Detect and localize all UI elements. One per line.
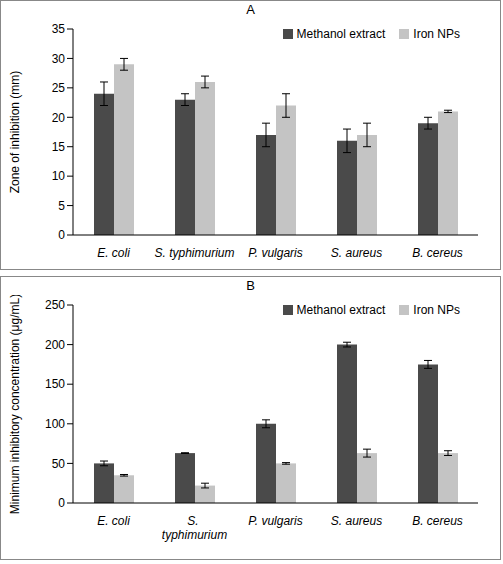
svg-text:30: 30 [52, 52, 66, 66]
svg-text:P. vulgaris: P. vulgaris [248, 514, 302, 528]
html-text:Iron NPs: Iron NPs [413, 303, 460, 317]
svg-text:P. vulgaris: P. vulgaris [248, 246, 302, 260]
svg-text:10: 10 [52, 169, 66, 183]
svg-text:100: 100 [45, 417, 65, 431]
svg-text:S. aureus: S. aureus [331, 246, 382, 260]
svg-text:0: 0 [58, 496, 65, 510]
svg-text:150: 150 [45, 377, 65, 391]
html-text:Methanol extract: Methanol extract [296, 27, 386, 41]
svg-text:15: 15 [52, 140, 66, 154]
html-text:B: B [246, 278, 255, 293]
html-text:A: A [246, 2, 255, 17]
svg-text:200: 200 [45, 338, 65, 352]
svg-text:S. aureus: S. aureus [331, 514, 382, 528]
svg-text:50: 50 [52, 457, 66, 471]
svg-text:0: 0 [58, 228, 65, 242]
svg-text:5: 5 [58, 199, 65, 213]
svg-text:Minimum inhibitory concentrati: Minimum inhibitory concentration (μg/mL) [8, 295, 22, 514]
svg-text:20: 20 [52, 111, 66, 125]
svg-text:B. cereus: B. cereus [412, 246, 463, 260]
svg-text:B. cereus: B. cereus [412, 514, 463, 528]
svg-text:E. coli: E. coli [97, 514, 130, 528]
svg-text:S. typhimurium: S. typhimurium [154, 246, 234, 260]
svg-text:25: 25 [52, 81, 66, 95]
svg-text:250: 250 [45, 298, 65, 312]
svg-text:S. typhimurium: S. typhimurium [162, 514, 227, 542]
html-text:Methanol extract: Methanol extract [296, 303, 386, 317]
html-text:Iron NPs: Iron NPs [413, 27, 460, 41]
svg-text:Zone of inhibition (mm): Zone of inhibition (mm) [8, 71, 22, 194]
svg-text:E. coli: E. coli [97, 246, 130, 260]
svg-text:35: 35 [52, 22, 66, 36]
